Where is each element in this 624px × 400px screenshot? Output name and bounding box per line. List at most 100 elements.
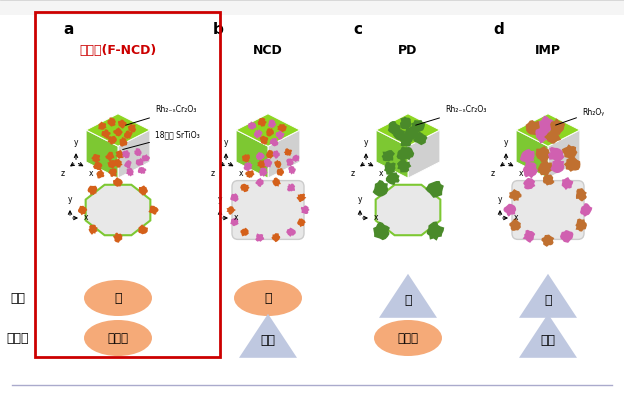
Polygon shape [516, 114, 580, 146]
Polygon shape [373, 222, 390, 240]
Polygon shape [245, 170, 255, 178]
Text: y: y [358, 195, 363, 204]
Text: 粒径: 粒径 [11, 292, 26, 304]
Text: y: y [364, 138, 368, 147]
Polygon shape [254, 129, 263, 138]
Polygon shape [259, 168, 268, 177]
Polygon shape [257, 160, 266, 168]
Polygon shape [114, 158, 122, 168]
Polygon shape [256, 152, 265, 160]
Polygon shape [124, 160, 132, 168]
Polygon shape [230, 218, 239, 226]
Text: z: z [490, 169, 495, 178]
Text: c: c [353, 22, 362, 37]
Polygon shape [276, 168, 284, 176]
Polygon shape [376, 185, 441, 235]
Polygon shape [149, 206, 158, 215]
Polygon shape [276, 130, 285, 140]
Polygon shape [525, 120, 541, 135]
Polygon shape [509, 218, 521, 231]
Polygon shape [113, 177, 123, 187]
Polygon shape [504, 204, 516, 217]
Ellipse shape [84, 280, 152, 316]
Polygon shape [397, 160, 411, 172]
Polygon shape [284, 148, 292, 156]
Polygon shape [86, 130, 118, 178]
Text: 随机: 随机 [540, 334, 555, 347]
Text: y: y [224, 138, 228, 147]
Polygon shape [138, 224, 148, 234]
Text: PD: PD [398, 44, 417, 56]
Polygon shape [373, 180, 388, 197]
Polygon shape [535, 128, 550, 144]
Polygon shape [400, 117, 411, 129]
Polygon shape [539, 116, 554, 132]
Polygon shape [78, 206, 87, 215]
Text: 小: 小 [114, 292, 122, 304]
Polygon shape [264, 158, 272, 168]
Polygon shape [396, 147, 410, 162]
Polygon shape [408, 130, 440, 178]
Polygon shape [239, 314, 297, 358]
Polygon shape [128, 124, 136, 133]
Polygon shape [107, 117, 116, 127]
Polygon shape [580, 203, 592, 217]
Polygon shape [258, 118, 266, 127]
Text: x: x [234, 214, 238, 222]
Text: 随机: 随机 [260, 334, 276, 347]
Polygon shape [139, 185, 148, 196]
Polygon shape [273, 150, 280, 158]
Polygon shape [292, 155, 300, 162]
Ellipse shape [84, 320, 152, 356]
Polygon shape [538, 160, 552, 176]
Polygon shape [89, 224, 98, 235]
Polygon shape [287, 184, 295, 192]
Text: z: z [61, 169, 65, 178]
Text: x: x [374, 214, 379, 222]
Polygon shape [236, 130, 268, 178]
Polygon shape [277, 124, 286, 132]
Text: a: a [63, 22, 74, 37]
Polygon shape [108, 168, 117, 177]
FancyBboxPatch shape [232, 181, 304, 239]
Text: y: y [498, 195, 502, 204]
Polygon shape [426, 181, 444, 198]
Text: 选择性: 选择性 [397, 332, 419, 344]
Polygon shape [142, 154, 150, 162]
Text: NCD: NCD [253, 44, 283, 56]
Text: x: x [379, 168, 384, 178]
Polygon shape [255, 233, 265, 242]
Text: x: x [84, 214, 89, 222]
Polygon shape [519, 314, 577, 358]
Polygon shape [576, 188, 587, 202]
Polygon shape [99, 122, 107, 130]
FancyBboxPatch shape [0, 0, 624, 15]
Polygon shape [562, 144, 577, 160]
Polygon shape [248, 121, 256, 130]
Polygon shape [242, 154, 250, 162]
Ellipse shape [234, 280, 302, 316]
Text: y: y [74, 138, 78, 147]
Polygon shape [301, 205, 310, 214]
Text: z: z [210, 169, 215, 178]
Text: Rh₂₋ₓCr₂O₃: Rh₂₋ₓCr₂O₃ [125, 106, 197, 125]
Polygon shape [240, 184, 250, 192]
Polygon shape [296, 194, 306, 202]
Polygon shape [427, 221, 444, 241]
Text: x: x [89, 168, 94, 178]
Polygon shape [274, 160, 281, 168]
Polygon shape [227, 206, 236, 215]
Polygon shape [115, 150, 125, 159]
Polygon shape [388, 121, 401, 134]
Text: 大: 大 [404, 294, 412, 307]
Polygon shape [550, 118, 565, 135]
Polygon shape [266, 128, 274, 137]
Polygon shape [522, 230, 535, 243]
Polygon shape [535, 146, 551, 162]
Polygon shape [122, 150, 130, 158]
Polygon shape [550, 158, 564, 173]
Polygon shape [563, 156, 580, 172]
Polygon shape [268, 130, 300, 178]
Polygon shape [562, 177, 573, 190]
Polygon shape [236, 114, 300, 146]
